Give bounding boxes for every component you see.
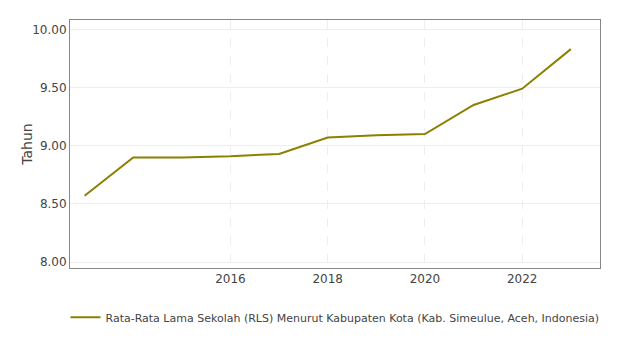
svg-text:9.00: 9.00 <box>40 139 67 153</box>
svg-text:2020: 2020 <box>410 272 441 286</box>
svg-text:Rata-Rata Lama Sekolah (RLS) M: Rata-Rata Lama Sekolah (RLS) Menurut Kab… <box>106 312 600 325</box>
svg-text:2016: 2016 <box>215 272 246 286</box>
svg-text:8.50: 8.50 <box>40 197 67 211</box>
svg-text:9.50: 9.50 <box>40 81 67 95</box>
svg-text:2018: 2018 <box>312 272 343 286</box>
svg-text:10.00: 10.00 <box>32 23 66 37</box>
svg-text:2022: 2022 <box>507 272 538 286</box>
svg-text:8.00: 8.00 <box>40 255 67 269</box>
svg-text:Tahun: Tahun <box>19 123 35 165</box>
